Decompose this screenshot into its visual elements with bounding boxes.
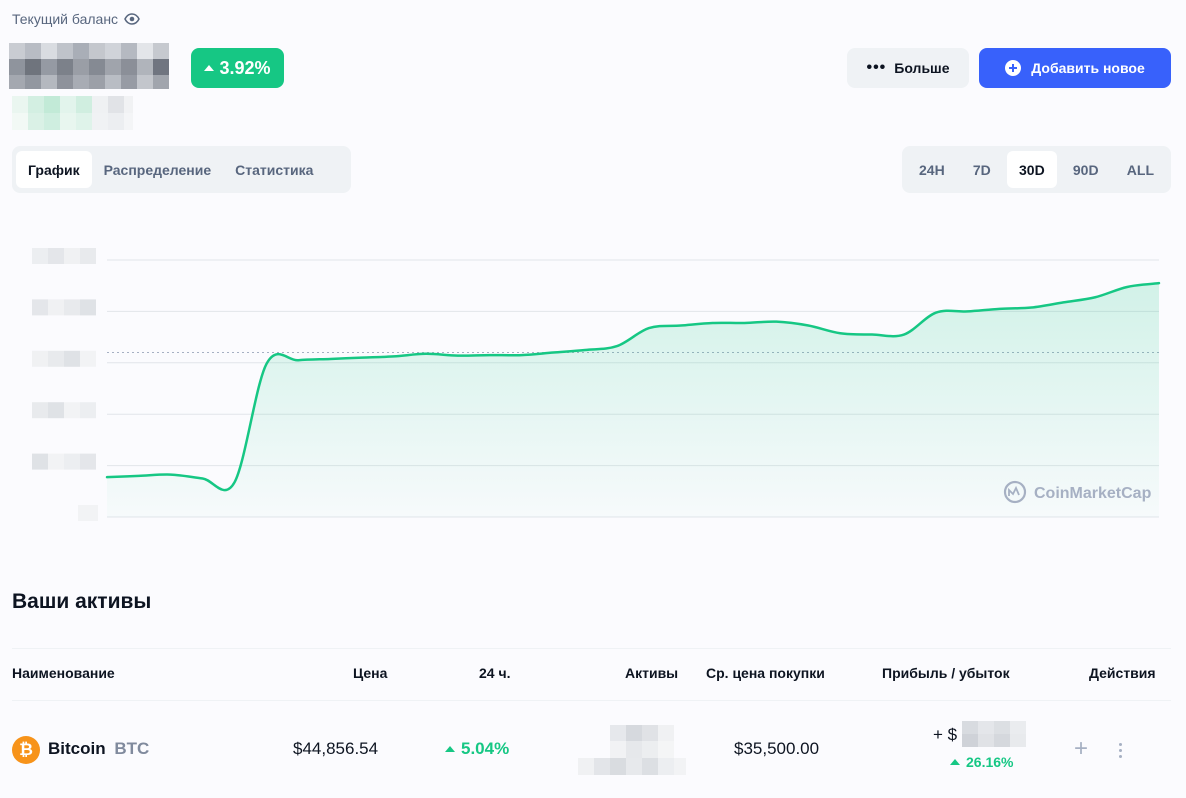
asset-name-text: Bitcoin bbox=[48, 739, 106, 758]
hidden-holdings-value bbox=[578, 725, 686, 775]
hidden-y-label-block bbox=[32, 248, 48, 264]
hidden-y-label-block bbox=[48, 350, 64, 367]
more-actions-icon[interactable] bbox=[1112, 739, 1128, 761]
hidden-y-label-block bbox=[64, 350, 80, 367]
coinmarketcap-watermark: CoinMarketCap bbox=[1003, 480, 1152, 504]
balance-change-value: 3.92% bbox=[219, 57, 271, 78]
asset-profit-prefix: + $ bbox=[933, 725, 958, 744]
dot bbox=[1118, 748, 1122, 752]
tab-allocation[interactable]: Распределение bbox=[103, 161, 212, 178]
hidden-y-label-block bbox=[64, 453, 80, 470]
hidden-y-label-block bbox=[80, 299, 96, 316]
column-actions: Действия bbox=[1089, 665, 1156, 681]
period-selector: 24H 7D 30D 90D ALL bbox=[902, 146, 1171, 193]
bitcoin-icon: ₿ bbox=[12, 736, 40, 764]
dot bbox=[1118, 742, 1122, 746]
period-90d[interactable]: 90D bbox=[1072, 161, 1099, 178]
add-new-button[interactable]: Добавить новое bbox=[979, 48, 1171, 88]
asset-24h-change: 5.04% bbox=[445, 739, 509, 759]
chart-series-line bbox=[105, 281, 1161, 492]
hidden-y-label-block bbox=[64, 299, 80, 316]
more-button[interactable]: ••• Больше bbox=[847, 48, 969, 88]
column-24h[interactable]: 24 ч. bbox=[479, 665, 511, 681]
hidden-y-label-block bbox=[32, 453, 48, 470]
plus-circle-icon bbox=[1005, 60, 1022, 76]
cmc-logo-icon bbox=[1003, 480, 1027, 504]
hidden-y-label-block bbox=[32, 299, 48, 316]
hidden-balance-value bbox=[9, 43, 169, 89]
tab-statistics[interactable]: Статистика bbox=[235, 161, 314, 178]
hidden-y-label-block bbox=[64, 402, 80, 419]
period-all[interactable]: ALL bbox=[1126, 161, 1154, 178]
column-avg-buy-price[interactable]: Ср. цена покупки bbox=[706, 665, 825, 681]
asset-avg-buy-price: $35,500.00 bbox=[734, 739, 820, 758]
hidden-y-label-block bbox=[80, 248, 96, 264]
hidden-y-label-block bbox=[48, 402, 64, 419]
hidden-y-label-block bbox=[64, 248, 80, 264]
watermark-text: CoinMarketCap bbox=[1034, 485, 1152, 502]
asset-price: $44,856.54 bbox=[293, 739, 379, 758]
period-24h[interactable]: 24H bbox=[919, 161, 945, 178]
view-tabs: График Распределение Статистика bbox=[12, 146, 351, 193]
hidden-profit-value bbox=[12, 96, 133, 130]
asset-name[interactable]: Bitcoin BTC bbox=[48, 739, 149, 759]
add-new-button-label: Добавить новое bbox=[1031, 60, 1145, 76]
balance-change-badge: 3.92% bbox=[191, 48, 284, 88]
caret-up-icon bbox=[204, 65, 215, 71]
more-dots-icon: ••• bbox=[866, 59, 887, 76]
hidden-y-label-block bbox=[48, 248, 64, 264]
hidden-y-axis-labels bbox=[32, 248, 98, 521]
asset-symbol: BTC bbox=[114, 739, 150, 758]
column-price[interactable]: Цена bbox=[353, 665, 388, 681]
hidden-y-label-block bbox=[32, 350, 48, 367]
column-holdings[interactable]: Активы bbox=[625, 665, 679, 681]
chart-area-fill bbox=[107, 283, 1159, 517]
eye-icon[interactable] bbox=[124, 11, 140, 27]
tab-chart[interactable]: График bbox=[16, 151, 92, 188]
asset-profit-percent-value: 26.16% bbox=[966, 754, 1014, 770]
hidden-y-label-block bbox=[48, 453, 64, 470]
hidden-y-label-block bbox=[80, 350, 96, 367]
dot bbox=[1118, 754, 1122, 758]
balance-label-text: Текущий баланс bbox=[12, 11, 119, 27]
more-button-label: Больше bbox=[894, 60, 950, 76]
column-name[interactable]: Наименование bbox=[12, 665, 115, 681]
period-7d[interactable]: 7D bbox=[972, 161, 991, 178]
table-top-divider bbox=[12, 648, 1171, 649]
asset-profit-percent: 26.16% bbox=[950, 754, 1013, 770]
assets-section-title: Ваши активы bbox=[12, 590, 152, 613]
table-header-divider bbox=[12, 700, 1171, 701]
hidden-y-label-block bbox=[78, 505, 98, 521]
hidden-profit-amount bbox=[962, 721, 1026, 747]
caret-up-icon bbox=[950, 759, 960, 765]
period-30d[interactable]: 30D bbox=[1007, 151, 1057, 188]
hidden-y-label-block bbox=[80, 453, 96, 470]
column-profit-loss[interactable]: Прибыль / убыток bbox=[882, 665, 1010, 681]
current-balance-label: Текущий баланс bbox=[12, 11, 140, 27]
portfolio-chart[interactable]: CoinMarketCap bbox=[0, 230, 1186, 530]
hidden-y-label-block bbox=[32, 402, 48, 419]
hidden-y-label-block bbox=[80, 402, 96, 419]
caret-up-icon bbox=[445, 746, 455, 752]
hidden-y-label-block bbox=[48, 299, 64, 316]
add-transaction-icon[interactable]: + bbox=[1073, 735, 1088, 762]
asset-24h-change-value: 5.04% bbox=[461, 739, 510, 758]
